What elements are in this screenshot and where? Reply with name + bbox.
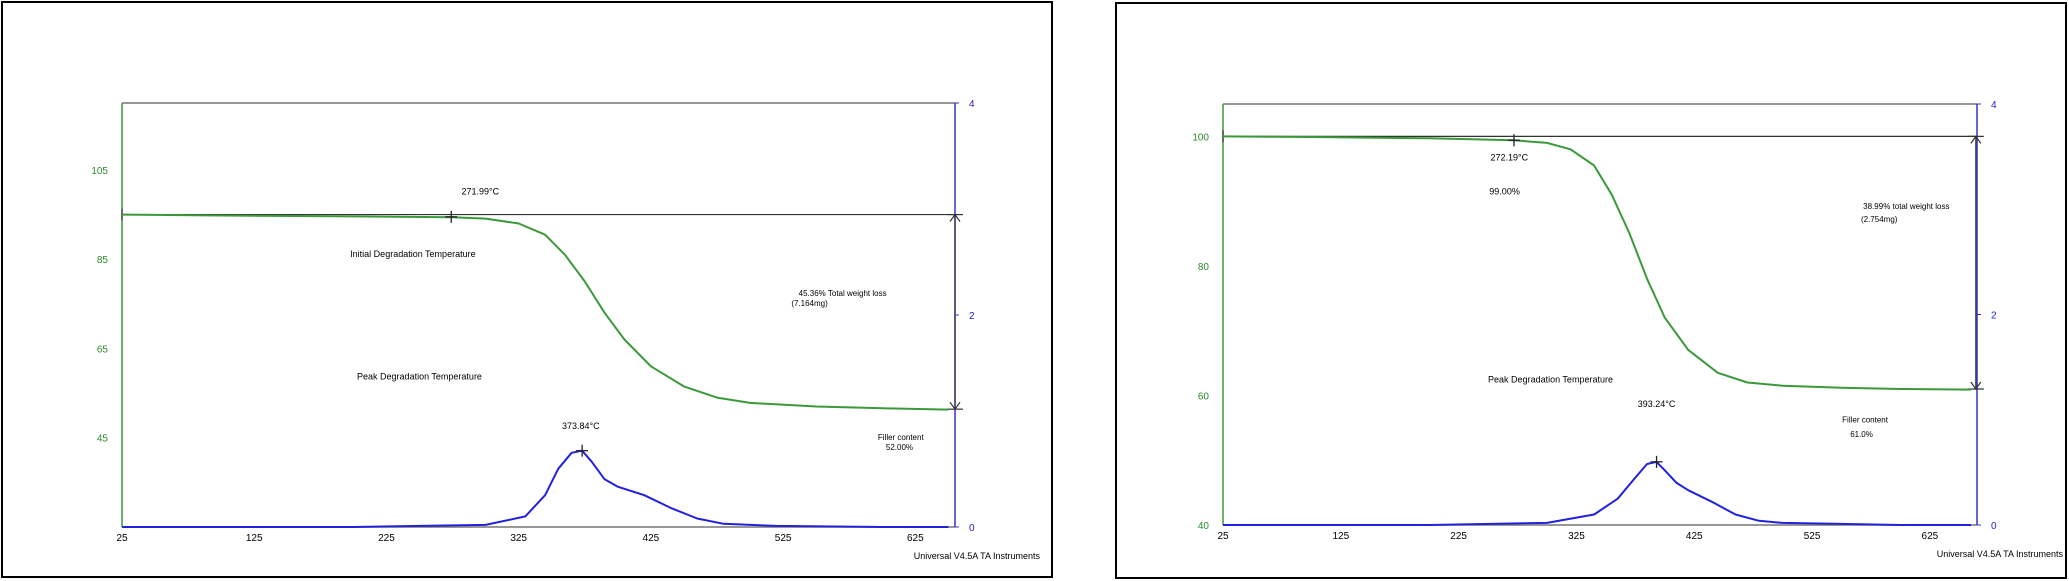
x-tick-label: 425 — [1686, 531, 1703, 542]
x-tick-label: 125 — [246, 533, 263, 544]
left-tick-label: 100 — [1192, 132, 1209, 143]
annotation-label: 272.19°C — [1490, 152, 1528, 162]
annotation-label: 393.24°C — [1638, 399, 1676, 409]
x-tick-label: 325 — [510, 533, 527, 544]
x-tick-label: 625 — [1922, 531, 1939, 542]
x-tick-label: 525 — [775, 533, 792, 544]
left-tick-label: 85 — [97, 255, 109, 266]
x-tick-label: 225 — [1450, 531, 1467, 542]
x-tick-label: 25 — [1217, 531, 1229, 542]
right-tick-label: 2 — [1991, 311, 1997, 322]
left-tick-label: 60 — [1198, 391, 1210, 402]
x-tick-label: 225 — [378, 533, 395, 544]
annotation-label: 52.00% — [886, 443, 913, 452]
x-tick-label: 25 — [116, 533, 128, 544]
annotation-label: 38.99% total weight loss — [1863, 202, 1949, 211]
annotation-label: (2.754mg) — [1861, 215, 1898, 224]
left-tick-label: 105 — [91, 166, 108, 177]
annotation-label: 271.99°C — [462, 186, 500, 196]
x-tick-label: 425 — [643, 533, 660, 544]
annotation-label: 373.84°C — [562, 421, 600, 431]
right-tick-label: 2 — [969, 311, 975, 322]
right-tick-label: 4 — [969, 99, 975, 110]
chart-panel-1: 25 125 225 325 425 525 625 45 65 85 105 0 2 4 271.99°C… — [1, 1, 1053, 578]
x-tick-label: 125 — [1332, 531, 1349, 542]
instrument-footer: Universal V4.5A TA Instruments — [1937, 549, 2064, 559]
tga-chart-2: 25 125 225 325 425 525 625 40 60 80 100 0 2 4 272.19°C… — [1192, 100, 2064, 559]
x-tick-label: 325 — [1568, 531, 1585, 542]
left-tick-label: 40 — [1198, 521, 1210, 532]
right-tick-label: 0 — [1991, 521, 1997, 532]
left-tick-label: 80 — [1198, 262, 1210, 273]
left-tick-label: 45 — [97, 434, 109, 445]
annotation-label: Peak Degradation Temperature — [1488, 375, 1613, 385]
tga-chart-1: 25 125 225 325 425 525 625 45 65 85 105 0 2 4 271.99°C… — [91, 99, 1041, 561]
left-tick-label: 65 — [97, 344, 109, 355]
x-tick-label: 625 — [907, 533, 924, 544]
annotation-label: 99.00% — [1489, 187, 1520, 197]
x-tick-label: 525 — [1804, 531, 1821, 542]
weight-curve — [121, 213, 949, 411]
annotation-label: (7.164mg) — [791, 299, 828, 308]
derivative-curve — [1223, 460, 1972, 526]
right-tick-label: 0 — [969, 523, 975, 534]
derivative-curve — [122, 449, 949, 528]
annotation-label: Filler content — [878, 433, 925, 442]
annotation-label: 45.36% Total weight loss — [799, 289, 887, 298]
chart-panel-2: 25 125 225 325 425 525 625 40 60 80 100 0 2 4 272.19°C… — [1115, 2, 2067, 579]
annotation-label: 61.0% — [1850, 430, 1873, 439]
right-tick-label: 4 — [1991, 100, 1997, 111]
annotation-label: Initial Degradation Temperature — [350, 249, 475, 259]
weight-curve — [1222, 135, 1972, 391]
annotation-label: Filler content — [1842, 416, 1889, 425]
annotation-label: Peak Degradation Temperature — [357, 372, 482, 382]
instrument-footer: Universal V4.5A TA Instruments — [914, 551, 1041, 561]
